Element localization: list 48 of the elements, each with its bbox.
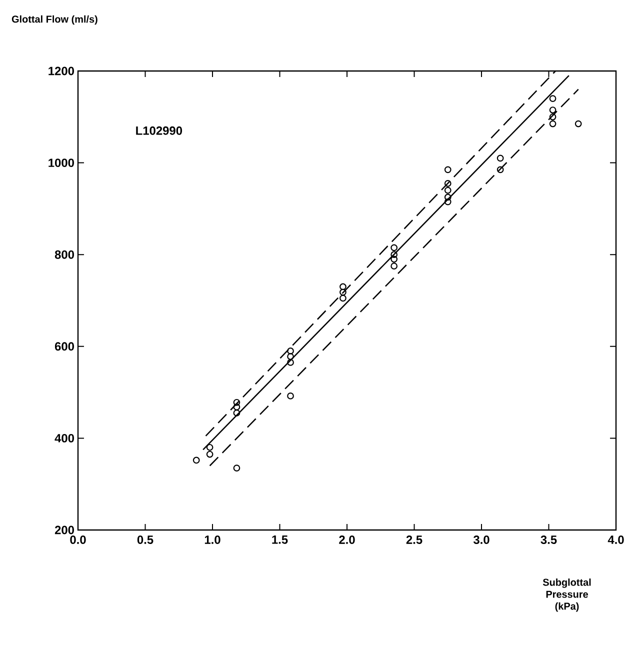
x-tick-label: 1.5	[272, 536, 288, 544]
point	[444, 180, 452, 187]
x-axis-title: Subglottal Pressure (kPa)	[542, 578, 591, 612]
x-tick-label: 2.0	[339, 536, 355, 544]
point	[549, 106, 556, 114]
y-tick-label: 600	[54, 342, 74, 351]
point	[549, 95, 556, 102]
point	[340, 288, 346, 296]
x-tick-label: 0.5	[137, 536, 154, 544]
y-tick-label: 200	[54, 526, 74, 534]
point	[206, 450, 214, 458]
point	[233, 398, 240, 406]
point	[549, 120, 556, 128]
x-tick-label: 4.0	[608, 536, 624, 544]
point	[444, 166, 452, 174]
point	[496, 166, 504, 174]
point	[390, 244, 398, 252]
y-axis-title: Glottal Flow (ml/s)	[12, 15, 98, 25]
point	[390, 256, 398, 263]
x-tick-label: 2.5	[406, 536, 422, 544]
y-tick-label: 1000	[48, 158, 74, 168]
point	[340, 294, 346, 302]
y-tick-label: 800	[54, 250, 74, 259]
point	[192, 456, 200, 464]
x-tick-label: 1.0	[204, 536, 220, 544]
point	[444, 186, 452, 194]
x-tick-label: 0.0	[70, 536, 86, 544]
point	[206, 444, 214, 451]
point	[390, 262, 398, 270]
point	[287, 359, 294, 366]
point	[496, 154, 504, 162]
x-tick-label: 3.5	[540, 536, 557, 544]
point	[574, 120, 582, 128]
point	[287, 348, 294, 354]
point	[340, 283, 346, 290]
point	[444, 198, 452, 206]
point	[287, 353, 294, 360]
point	[549, 113, 556, 120]
point	[287, 392, 294, 400]
y-tick-label: 400	[54, 434, 74, 442]
y-tick-label: 1200	[48, 66, 74, 76]
point	[233, 464, 240, 472]
point	[233, 410, 240, 416]
point	[390, 251, 398, 258]
x-tick-label: 3.0	[473, 536, 490, 544]
annotation: L102990	[136, 126, 182, 135]
point	[233, 404, 240, 410]
point	[444, 194, 452, 201]
